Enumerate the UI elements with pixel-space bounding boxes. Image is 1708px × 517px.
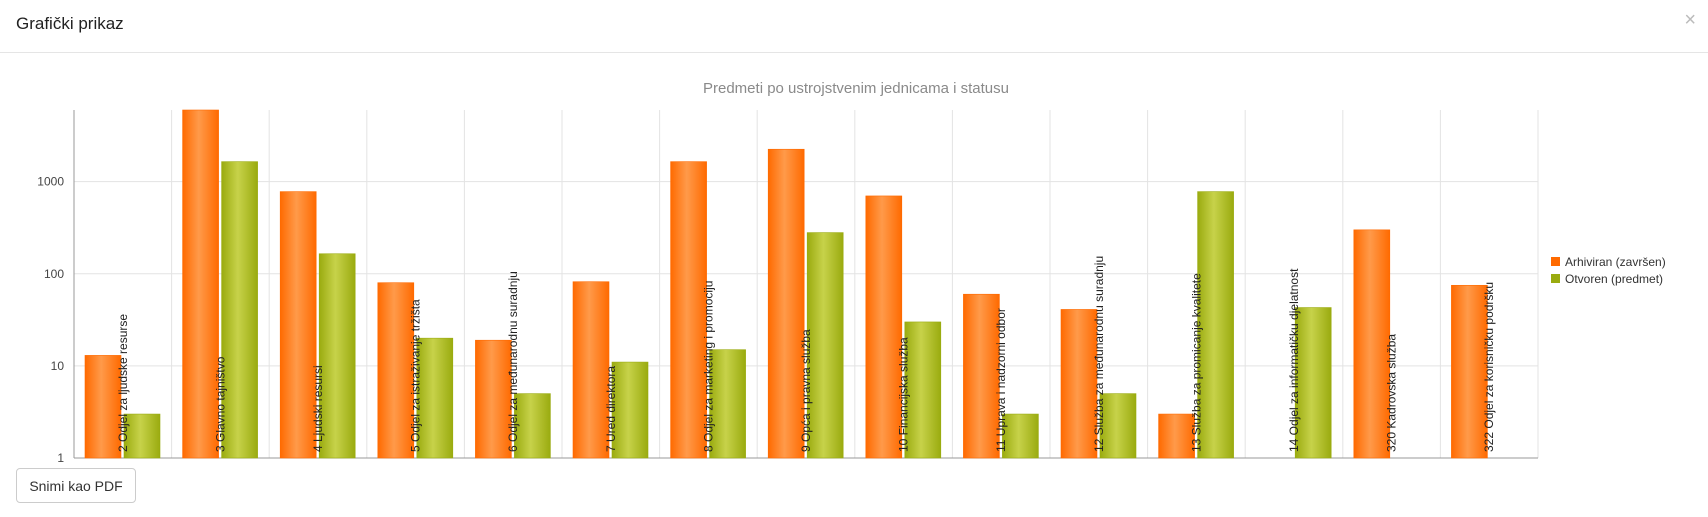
legend-label: Otvoren (predmet)	[1565, 272, 1663, 286]
bar-otvoren	[611, 361, 649, 459]
y-tick-label: 1	[57, 451, 64, 464]
bar-arhiviran	[377, 282, 415, 459]
x-tick-label: 4 Ljudski resursi	[311, 365, 325, 452]
modal-header: Grafički prikaz ×	[0, 0, 1708, 53]
bar-otvoren	[709, 349, 746, 459]
x-tick-label: 2 Odjel za ljudske resurse	[116, 314, 130, 452]
save-pdf-button[interactable]: Snimi kao PDF	[16, 468, 136, 503]
bar-otvoren	[416, 337, 454, 459]
x-tick-label: 10 Financijska služba	[897, 337, 911, 452]
x-tick-label: 12 Služba za međunarodnu suradnju	[1092, 256, 1106, 452]
bar-arhiviran	[1158, 413, 1195, 459]
bar-arhiviran	[572, 281, 610, 459]
x-tick-label: 7 Ured direktora	[604, 366, 618, 452]
bar-arhiviran	[865, 195, 903, 459]
bar-otvoren	[123, 413, 161, 459]
grid-lines	[73, 110, 1539, 459]
close-icon[interactable]: ×	[1684, 9, 1696, 31]
bar-arhiviran	[182, 109, 219, 459]
bar-arhiviran	[279, 191, 317, 459]
legend-swatch	[1551, 274, 1560, 283]
bar-arhiviran	[1060, 309, 1098, 459]
x-tick-label: 13 Služba za promicanje kvalitete	[1189, 273, 1203, 452]
x-tick-label: 6 Odjel za međunarodnu suradnju	[506, 271, 520, 452]
bar-otvoren	[1002, 413, 1039, 459]
chart-title: Predmeti po ustrojstvenim jednicama i st…	[703, 80, 1009, 97]
bar-arhiviran	[767, 148, 805, 459]
x-tick-label: 3 Glavno tajništvo	[213, 356, 227, 452]
legend-swatch	[1551, 257, 1560, 266]
x-tick-label: 320 Kadrovska služba	[1385, 334, 1399, 452]
bar-arhiviran	[963, 293, 1000, 459]
x-tick-label: 14 Odjel za informatičku djelatnost	[1287, 268, 1301, 452]
bar-arhiviran	[670, 161, 707, 459]
y-tick-label: 1000	[37, 175, 64, 189]
bar-otvoren	[806, 232, 844, 459]
x-tick-label: 8 Odjel za marketing i promociju	[701, 281, 715, 452]
bar-arhiviran	[84, 355, 122, 459]
modal-title: Grafički prikaz	[16, 14, 124, 33]
bar-otvoren	[318, 253, 356, 459]
bar-otvoren	[904, 321, 942, 459]
bars	[84, 109, 1488, 459]
x-tick-label: 5 Odjel za istraživanje tržišta	[409, 299, 423, 452]
bar-arhiviran	[475, 339, 512, 459]
bar-otvoren	[514, 393, 551, 459]
x-tick-label: 322 Odjel za korisničku podršku	[1482, 282, 1496, 452]
bar-arhiviran	[1353, 229, 1391, 459]
bar-otvoren	[221, 161, 258, 459]
bar-otvoren	[1197, 191, 1234, 459]
x-tick-label: 11 Uprava i nadzorni odbor	[994, 308, 1008, 452]
bar-otvoren	[1099, 393, 1137, 459]
legend-label: Arhiviran (završen)	[1565, 255, 1666, 269]
bar-arhiviran	[1451, 284, 1488, 459]
y-tick-label: 10	[51, 359, 65, 373]
x-tick-label: 9 Opća i pravna služba	[799, 329, 813, 452]
y-tick-label: 100	[44, 267, 64, 281]
bar-chart: Predmeti po ustrojstvenim jednicama i st…	[37, 80, 1666, 464]
bar-otvoren	[1294, 307, 1332, 459]
y-axis-ticks: 1 10 100 1000	[37, 175, 64, 464]
legend: Arhiviran (završen) Otvoren (predmet)	[1551, 255, 1666, 286]
x-axis-labels: 2 Odjel za ljudske resurse 3 Glavno tajni…	[116, 256, 1496, 452]
